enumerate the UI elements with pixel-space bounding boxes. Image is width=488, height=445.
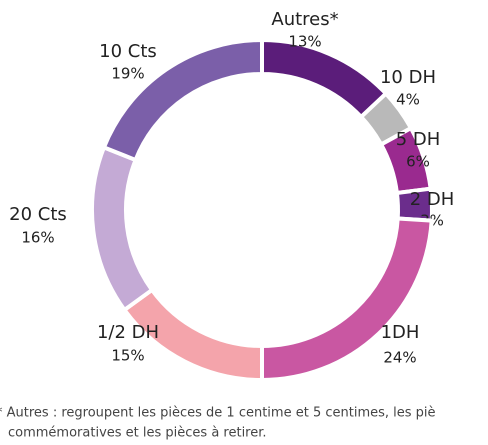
value-label: 19% bbox=[111, 65, 144, 83]
slice-label: 1/2 DH bbox=[97, 322, 159, 343]
value-label: 4% bbox=[396, 91, 420, 109]
slice bbox=[101, 37, 264, 163]
slice-label: 2 DH bbox=[410, 189, 455, 210]
slice bbox=[90, 144, 155, 313]
value-label: 24% bbox=[383, 349, 416, 367]
footnote: commémoratives et les pièces à retirer. bbox=[8, 426, 267, 441]
slice-label: 10 Cts bbox=[99, 41, 157, 62]
footnote: * Autres : regroupent les pièces de 1 ce… bbox=[0, 406, 436, 421]
value-label: 16% bbox=[21, 229, 54, 247]
slice-label: 10 DH bbox=[380, 67, 436, 88]
slice-label: 1DH bbox=[381, 322, 420, 343]
value-label: 13% bbox=[288, 33, 321, 51]
value-label: 15% bbox=[111, 347, 144, 365]
slice-label: Autres* bbox=[271, 9, 338, 30]
slice-label: 5 DH bbox=[396, 129, 441, 150]
value-label: 6% bbox=[406, 153, 430, 171]
slice-label: 20 Cts bbox=[9, 204, 67, 225]
slice bbox=[260, 37, 389, 120]
